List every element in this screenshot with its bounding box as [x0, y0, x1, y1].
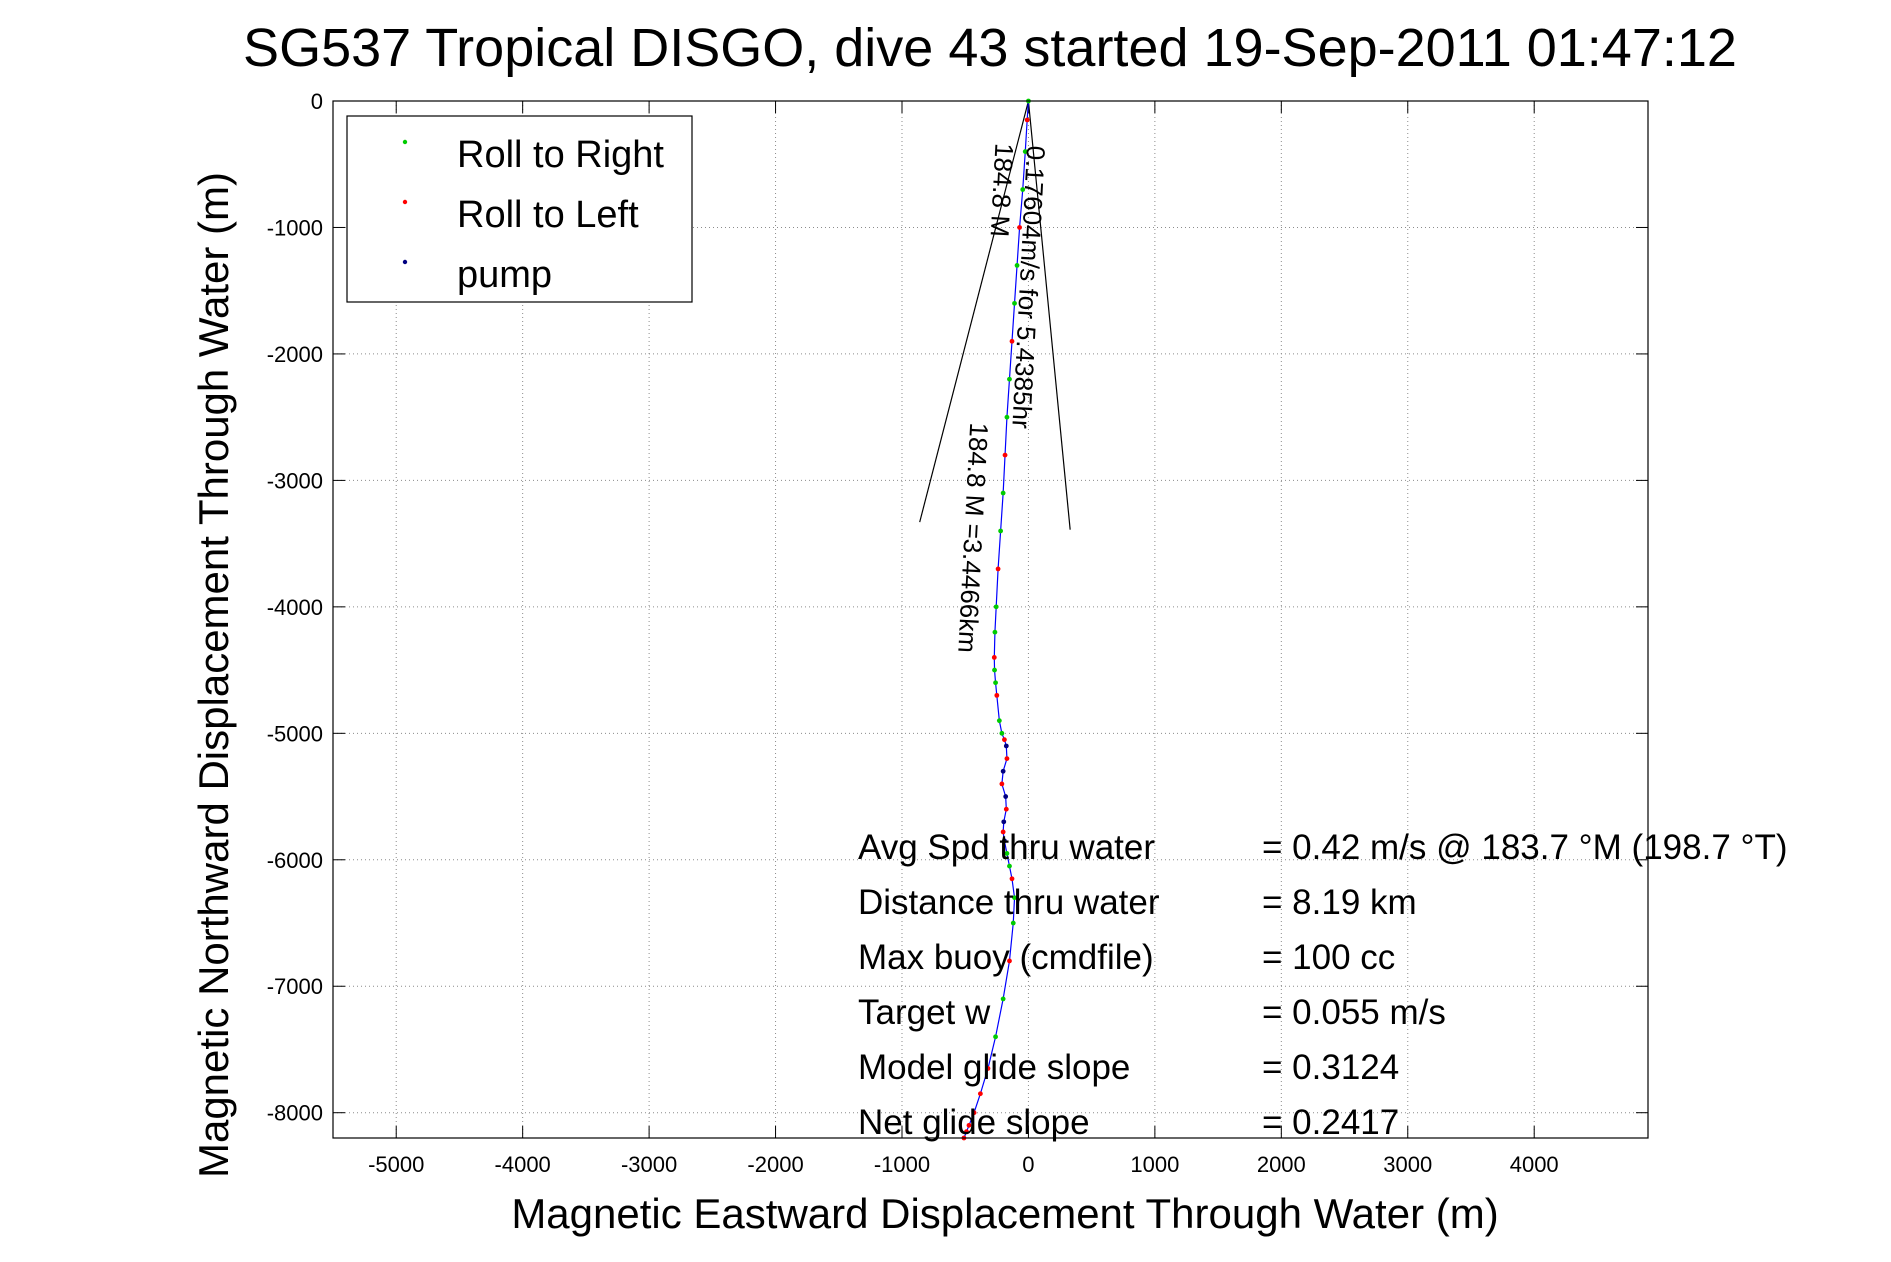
track-point [1024, 117, 1030, 123]
x-tick-label: 1000 [1130, 1152, 1179, 1177]
legend-marker [402, 259, 408, 265]
track-point [993, 604, 999, 610]
track-point [985, 1066, 991, 1071]
track-point [993, 1034, 998, 1040]
track-point [1001, 819, 1007, 825]
track-point [1000, 490, 1006, 496]
x-tick-label: -5000 [368, 1152, 424, 1177]
stat-value: = 0.42 m/s @ 183.7 °M (198.7 °T) [1262, 828, 1788, 867]
track-point [1022, 149, 1028, 154]
legend-label: Roll to Left [457, 194, 639, 236]
y-tick-label: 0 [311, 89, 323, 114]
track-point [1020, 187, 1026, 192]
track-line [963, 100, 1030, 1139]
track-point [1002, 452, 1008, 458]
plot-frame [332, 100, 1649, 1139]
current-vector-line [919, 100, 1030, 523]
y-tick-label: -6000 [267, 848, 323, 873]
track-point [991, 655, 997, 660]
track-point [971, 1110, 977, 1116]
y-tick-label: -7000 [267, 974, 323, 999]
track-point [992, 667, 997, 673]
x-tick-label: 2000 [1257, 1152, 1306, 1177]
annotation-label: 184.8 M [985, 142, 1020, 237]
legend-box [346, 115, 693, 303]
track-point [1003, 743, 1009, 749]
x-axis-label: Magnetic Eastward Displacement Through W… [511, 1190, 1498, 1237]
track-point [1000, 768, 1006, 774]
stat-label: Model glide slope [858, 1048, 1130, 1087]
legend-label: Roll to Right [457, 134, 664, 176]
y-tick-label: -8000 [267, 1101, 323, 1126]
stat-label: Net glide slope [858, 1103, 1090, 1142]
y-tick-label: -1000 [267, 215, 323, 240]
track-point [996, 718, 1002, 724]
plot-border [332, 100, 1649, 1139]
x-tick-label: -3000 [621, 1152, 677, 1177]
track-point [995, 566, 1001, 572]
x-tick-label: -2000 [747, 1152, 803, 1177]
y-tick-label: -3000 [267, 468, 323, 493]
track-point [994, 692, 1000, 698]
y-tick-label: -2000 [267, 342, 323, 367]
track-point [1012, 895, 1017, 901]
legend-label: pump [457, 254, 552, 296]
track-point [1007, 376, 1012, 382]
stat-value: = 0.055 m/s [1262, 993, 1446, 1032]
track-point [998, 528, 1004, 534]
current-vectors [919, 100, 1071, 530]
y-axis-label: Magnetic Northward Displacement Through … [190, 172, 237, 1178]
track-point [977, 1091, 983, 1097]
stat-label: Max buoy (cmdfile) [858, 938, 1154, 977]
track-point [1009, 338, 1015, 344]
legend-marker [402, 139, 408, 145]
track-point [1009, 876, 1015, 882]
track-point [1004, 756, 1010, 762]
track-series [961, 98, 1031, 1141]
track-point [1003, 794, 1009, 799]
track-point [1004, 414, 1010, 420]
stat-value: = 100 cc [1262, 938, 1395, 977]
x-tick-label: 0 [1022, 1152, 1034, 1177]
track-point [993, 680, 998, 686]
legend: Roll to Right Roll to Left pump [346, 115, 693, 303]
track-point [1000, 829, 1006, 835]
x-tick-label: -1000 [874, 1152, 930, 1177]
y-tick-label: -5000 [267, 721, 323, 746]
dive-stats: Avg Spd thru water = 0.42 m/s @ 183.7 °M … [858, 828, 1788, 1142]
track-point [1007, 863, 1012, 869]
stat-label: Distance thru water [858, 883, 1160, 922]
chart-title: SG537 Tropical DISGO, dive 43 started 19… [243, 18, 1737, 78]
x-tick-label: -4000 [495, 1152, 551, 1177]
y-tick-label: -4000 [267, 595, 323, 620]
x-tick-label: 3000 [1383, 1152, 1432, 1177]
legend-marker [402, 199, 408, 205]
track-point [1007, 958, 1012, 964]
stat-value: = 0.3124 [1262, 1048, 1399, 1087]
current-vector-line [1027, 100, 1071, 530]
track-point [999, 781, 1005, 787]
track-point [1000, 996, 1006, 1002]
track-point [1003, 806, 1009, 812]
stat-value: = 8.19 km [1262, 883, 1417, 922]
track-point [964, 1129, 969, 1135]
y-axis-ticks: 0 -1000 -2000 -3000 -4000 -5000 -6000 -7000 -800… [267, 89, 1648, 1126]
track-point [966, 1122, 972, 1128]
track-point [1012, 300, 1017, 306]
stat-label: Avg Spd thru water [858, 828, 1155, 867]
track-point [999, 730, 1005, 736]
x-axis-ticks: -5000 -4000 -3000 -2000 -1000 0 1000 2000 3000 40… [368, 101, 1559, 1177]
stat-value: = 0.2417 [1262, 1103, 1399, 1142]
track-point [1010, 920, 1016, 926]
track-point [1002, 838, 1007, 844]
track-point [1017, 225, 1022, 230]
track-point [1002, 737, 1007, 743]
x-tick-label: 4000 [1510, 1152, 1559, 1177]
track-point [1014, 263, 1020, 268]
stat-label: Target w [858, 993, 991, 1032]
track-point [1004, 851, 1010, 856]
track-point [992, 629, 998, 635]
